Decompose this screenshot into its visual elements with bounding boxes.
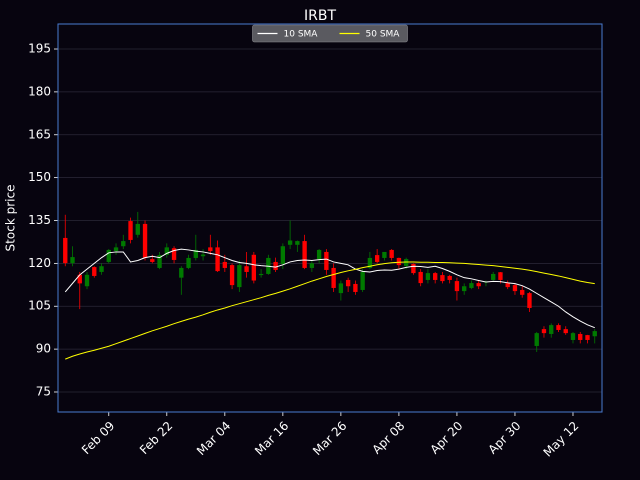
candle-body	[113, 247, 119, 252]
candle-body	[411, 263, 416, 274]
candle-body	[222, 261, 228, 268]
candle-body	[200, 254, 206, 257]
candle-body	[121, 241, 126, 247]
candle-body	[338, 283, 344, 294]
candle-body	[70, 257, 75, 264]
candle-body	[345, 279, 351, 287]
candle-body	[440, 275, 445, 282]
candle-body	[287, 240, 293, 245]
candle-body	[215, 247, 220, 272]
candle-body	[556, 325, 561, 330]
candle-body	[476, 283, 481, 287]
y-tick-label: 75	[36, 384, 51, 398]
candle-body	[353, 283, 358, 292]
candle-body	[295, 241, 300, 245]
chart-title: IRBT	[304, 8, 336, 24]
candle-body	[505, 283, 510, 288]
candle-body	[84, 274, 90, 287]
candle-body	[563, 329, 568, 334]
y-axis-label: Stock price	[4, 185, 18, 252]
y-tick-label: 150	[28, 170, 51, 184]
candle-body	[309, 263, 315, 268]
candle-body	[63, 237, 68, 264]
candle-body	[549, 325, 554, 334]
legend-label: 10 SMA	[284, 30, 319, 40]
y-tick-label: 195	[28, 42, 51, 56]
candle-body	[208, 247, 213, 252]
candle-body	[425, 273, 431, 280]
candle-body	[302, 241, 307, 268]
candle-body	[77, 274, 82, 284]
y-tick-label: 135	[28, 213, 51, 227]
candle-body	[179, 267, 184, 278]
candle-body	[229, 265, 235, 286]
candle-body	[244, 266, 249, 272]
candle-body	[534, 333, 539, 346]
candle-body	[193, 249, 198, 258]
candle-body	[316, 249, 322, 260]
candle-body	[462, 286, 467, 292]
candle-body	[469, 283, 474, 288]
candle-body	[280, 246, 286, 264]
candle-body	[592, 331, 597, 337]
y-tick-label: 120	[28, 256, 51, 270]
candle-body	[432, 273, 438, 280]
candle-body	[157, 255, 162, 268]
candle-body	[447, 275, 452, 280]
candle-body	[454, 281, 460, 292]
candle-body	[128, 221, 133, 240]
candle-body	[570, 333, 576, 340]
candle-body	[403, 259, 409, 266]
candle-body	[186, 257, 191, 268]
y-tick-label: 90	[36, 342, 51, 356]
candle-body	[150, 259, 155, 262]
legend-box	[252, 24, 408, 43]
y-tick-label: 165	[28, 127, 51, 141]
candle-body	[585, 335, 590, 340]
sma-line	[64, 248, 595, 329]
y-tick-label: 105	[28, 299, 51, 313]
candle-body	[99, 266, 104, 272]
candle-body	[382, 251, 387, 258]
legend-label: 50 SMA	[366, 30, 401, 40]
y-tick-label: 180	[28, 84, 51, 98]
plot-frame	[57, 23, 603, 413]
candle-body	[135, 223, 140, 235]
candle-body	[360, 271, 365, 290]
candle-body	[389, 249, 394, 258]
candle-body	[498, 272, 503, 280]
candle-body	[396, 257, 402, 266]
candle-body	[237, 265, 242, 288]
candle-body	[258, 273, 264, 276]
candle-body	[106, 249, 111, 262]
sma-line	[65, 261, 595, 360]
legend: 10 SMA 50 SMA	[252, 24, 408, 43]
candle-body	[273, 261, 278, 270]
candle-body	[520, 289, 525, 295]
candle-body	[324, 251, 329, 270]
candle-body	[331, 267, 336, 288]
candle-body	[418, 271, 423, 284]
candle-body	[92, 267, 97, 276]
candle-body	[251, 254, 257, 281]
candle-body	[491, 273, 496, 280]
candle-body	[164, 247, 169, 255]
candle-body	[541, 329, 547, 334]
candle-body	[142, 223, 148, 258]
candle-body	[578, 333, 583, 340]
candle-body	[374, 255, 380, 262]
candle-body	[171, 248, 177, 260]
candle-body	[367, 257, 373, 268]
candle-body	[512, 285, 518, 292]
candle-body	[527, 293, 532, 308]
